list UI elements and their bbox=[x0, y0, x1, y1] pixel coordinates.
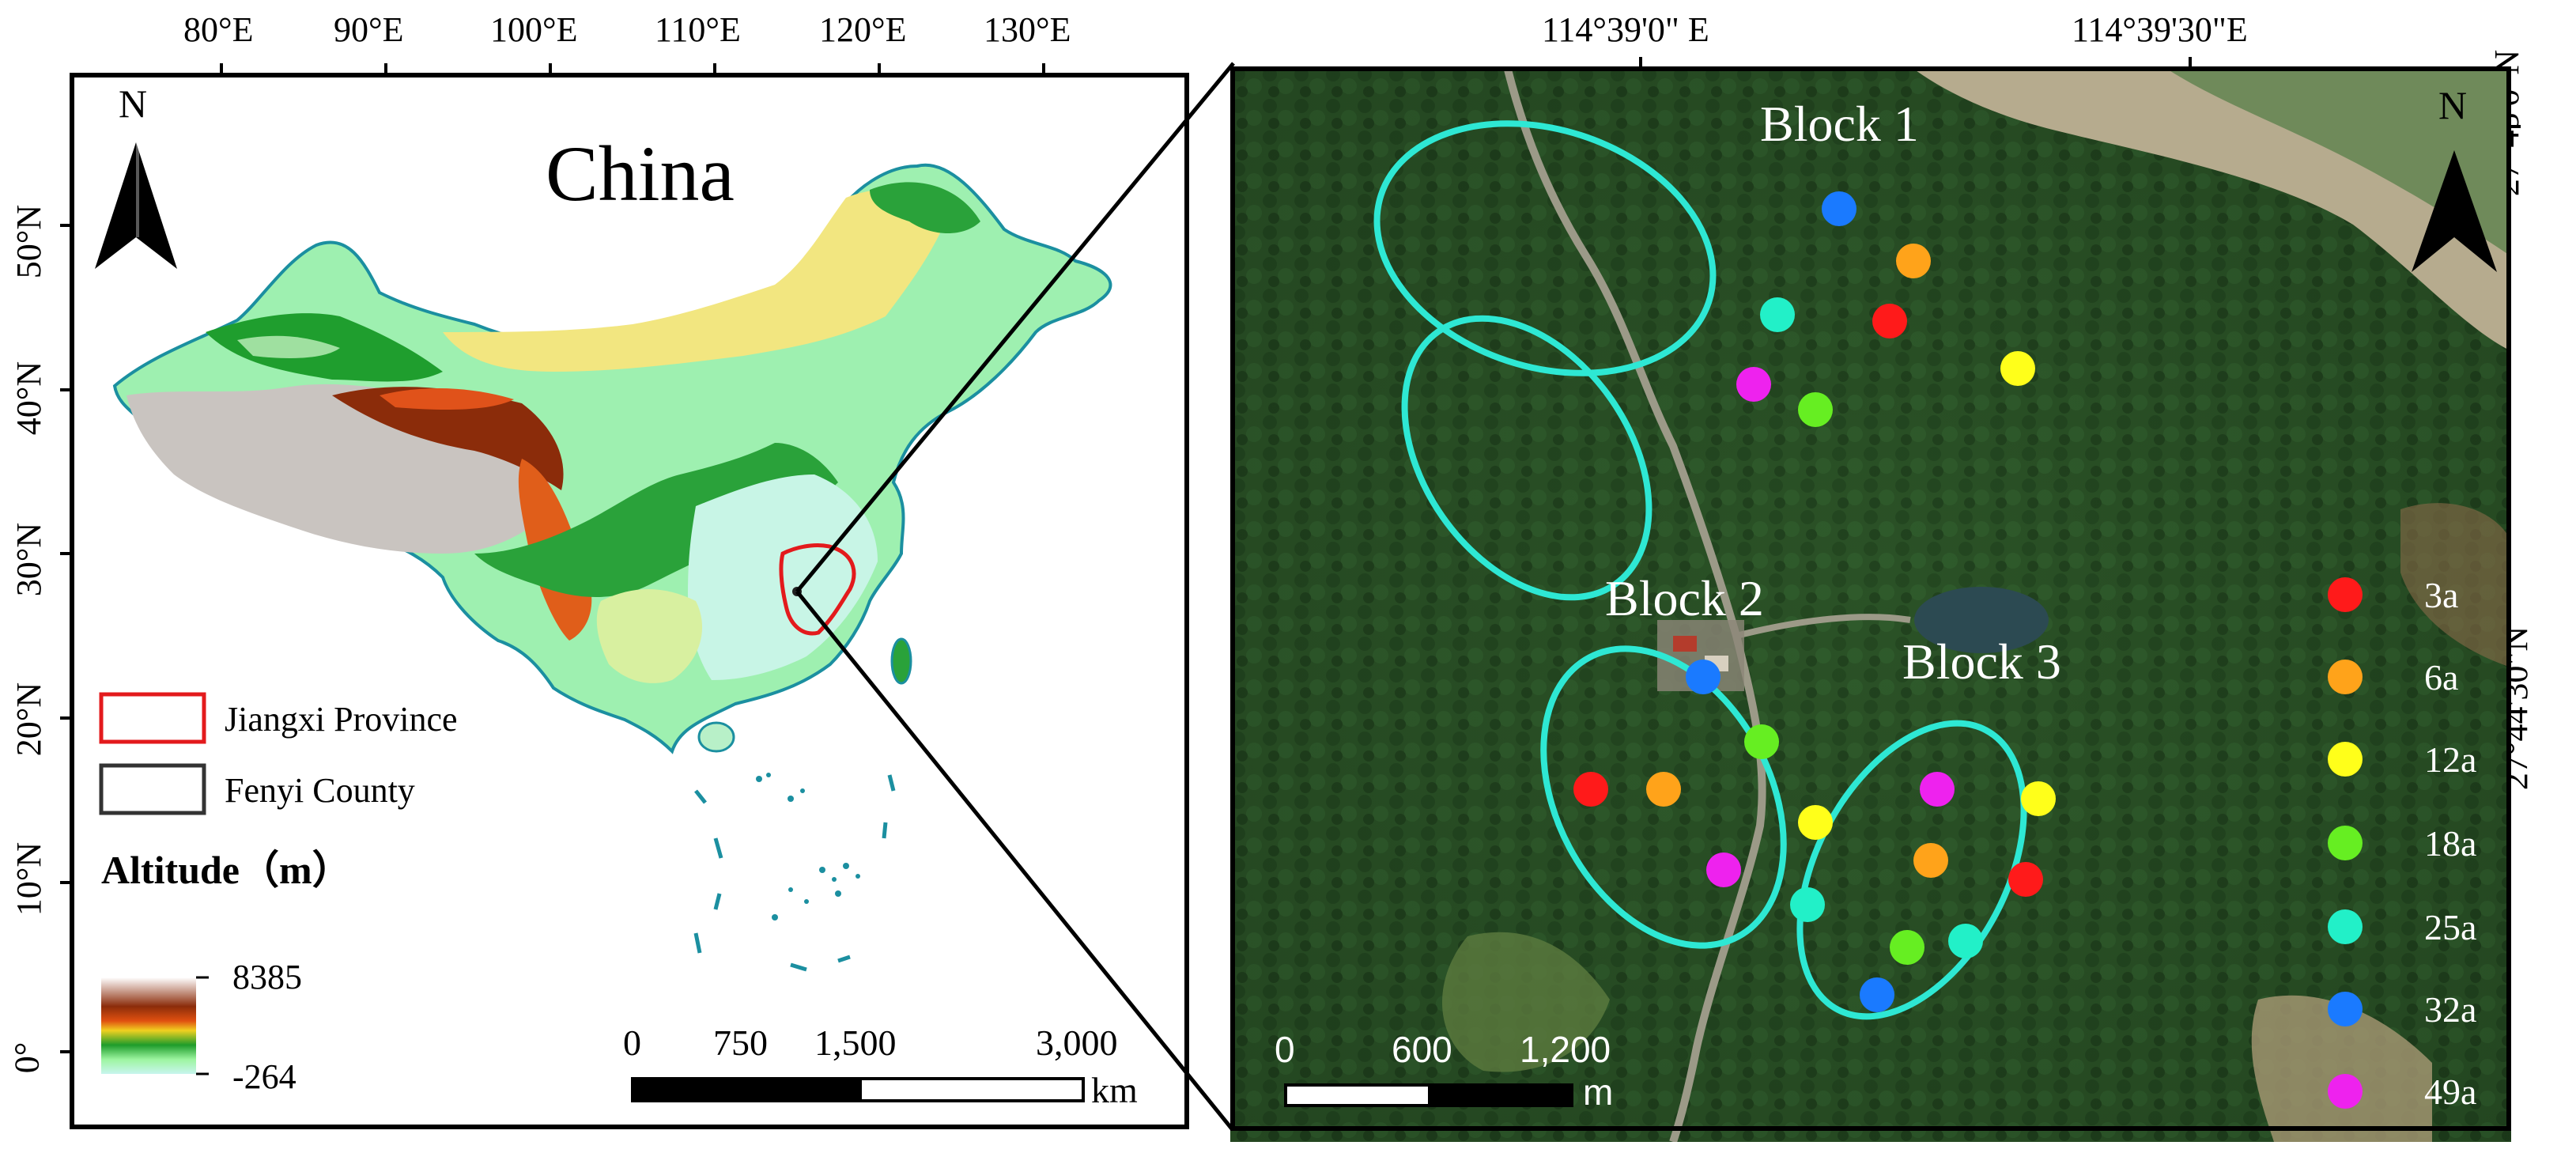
china-terrain bbox=[112, 163, 1112, 972]
scalebar-km-label-0: 0 bbox=[623, 1023, 641, 1063]
site-b3-6a bbox=[1913, 843, 1948, 878]
site-b3-25a bbox=[1948, 924, 1983, 958]
zoom-connector-bottom bbox=[795, 590, 1235, 1132]
site-b2-3a bbox=[1573, 772, 1608, 807]
lon-tick-130e: 130°E bbox=[984, 10, 1071, 49]
site-b3-3a bbox=[2008, 862, 2043, 897]
north-label-right: N bbox=[2438, 83, 2468, 127]
altitude-color-ramp bbox=[101, 977, 196, 1074]
block-1-label: Block 1 bbox=[1760, 96, 1919, 152]
block-2-label: Block 2 bbox=[1605, 570, 1764, 626]
legend-label-fenyi: Fenyi County bbox=[225, 771, 415, 810]
site-b1-3a bbox=[1872, 304, 1907, 338]
scalebar-km-label-750: 750 bbox=[713, 1023, 768, 1063]
site-b1-12a bbox=[2000, 351, 2035, 386]
scalebar-m-label-0: 0 bbox=[1275, 1029, 1295, 1070]
lon-tick-80e: 80°E bbox=[183, 10, 254, 49]
age-legend-label-18a: 18a bbox=[2424, 823, 2477, 864]
scalebar-km-label-1500: 1,500 bbox=[814, 1023, 897, 1063]
site-b2-6a bbox=[1646, 772, 1681, 807]
china-map-frame bbox=[70, 73, 1189, 1129]
altitude-legend-title: Altitude（m） bbox=[101, 848, 352, 892]
site-b3-32a bbox=[1860, 977, 1894, 1012]
age-legend-label-6a: 6a bbox=[2424, 657, 2459, 697]
legend-label-jiangxi: Jiangxi Province bbox=[225, 700, 458, 739]
site-b2-18a bbox=[1744, 724, 1779, 759]
scalebar-km bbox=[631, 1077, 1085, 1102]
site-b2-25a bbox=[1790, 887, 1825, 922]
site-b1-18a bbox=[1798, 392, 1833, 427]
north-arrow-right-icon bbox=[2412, 150, 2497, 272]
age-legend-label-3a: 3a bbox=[2424, 575, 2459, 615]
lon-tick-right-1: 114°39'0" E bbox=[1542, 10, 1709, 49]
altitude-min: -264 bbox=[232, 1057, 297, 1096]
site-b3-18a bbox=[1890, 930, 1924, 965]
site-b2-32a bbox=[1686, 660, 1720, 694]
site-b1-6a bbox=[1896, 244, 1931, 278]
site-b2-49a bbox=[1706, 852, 1741, 887]
site-b1-25a bbox=[1760, 297, 1795, 332]
lon-tick-120e: 120°E bbox=[819, 10, 907, 49]
zoom-connector-top bbox=[795, 62, 1235, 593]
north-arrow-icon bbox=[95, 142, 177, 269]
site-b1-49a bbox=[1736, 367, 1771, 402]
age-legend-swatches bbox=[2328, 577, 2363, 1109]
scalebar-km-unit: km bbox=[1091, 1070, 1138, 1110]
age-legend-label-25a: 25a bbox=[2424, 907, 2477, 947]
age-legend-label-49a: 49a bbox=[2424, 1072, 2477, 1112]
satellite-map-frame bbox=[1230, 66, 2511, 1131]
scalebar-m bbox=[1284, 1083, 1573, 1107]
lon-tick-right-2: 114°39'30"E bbox=[2072, 10, 2248, 49]
site-b3-49a bbox=[1920, 772, 1955, 807]
scalebar-km-label-3000: 3,000 bbox=[1036, 1023, 1118, 1063]
lon-tick-90e: 90°E bbox=[334, 10, 404, 49]
scalebar-m-label-1200: 1,200 bbox=[1520, 1029, 1611, 1070]
map-title: China bbox=[546, 130, 735, 217]
age-legend-label-12a: 12a bbox=[2424, 739, 2477, 780]
block-3-label: Block 3 bbox=[1902, 633, 2061, 690]
lon-tick-100e: 100°E bbox=[490, 10, 578, 49]
legend-swatch-jiangxi bbox=[99, 692, 206, 744]
site-b2-12a bbox=[1798, 805, 1833, 840]
scalebar-m-label-600: 600 bbox=[1392, 1029, 1452, 1070]
north-label-left: N bbox=[119, 81, 148, 126]
lon-tick-110e: 110°E bbox=[655, 10, 741, 49]
age-legend-label-32a: 32a bbox=[2424, 989, 2477, 1030]
block-1-outline bbox=[1373, 120, 1717, 376]
legend-swatch-fenyi bbox=[99, 763, 206, 815]
scalebar-m-unit: m bbox=[1583, 1072, 1614, 1113]
site-b3-12a bbox=[2021, 781, 2056, 816]
block-2-outline bbox=[1401, 315, 1652, 601]
altitude-max: 8385 bbox=[232, 958, 302, 996]
site-b1-32a bbox=[1822, 191, 1856, 226]
